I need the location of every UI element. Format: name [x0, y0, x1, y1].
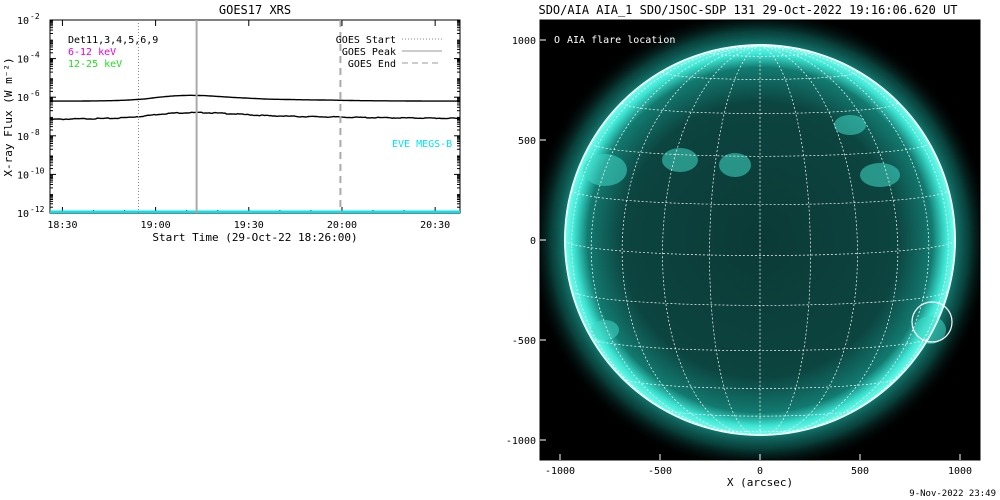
- goes-y-tick-exponent-1: -10: [30, 166, 45, 175]
- goes-y-tick-exponent-5: -2: [30, 12, 40, 21]
- goes-series-group: [50, 94, 460, 213]
- goes-x-tick-label-1: 19:00: [141, 220, 171, 231]
- active-region-3: [719, 153, 751, 177]
- grid-meridian: [759, 45, 811, 436]
- goes-series-long: [50, 94, 460, 102]
- aia-y-tick-label-3: 500: [518, 136, 536, 147]
- goes-y-tick-label-5: 10: [17, 16, 29, 27]
- aia-y-tick-label-4: 1000: [512, 36, 536, 47]
- legend-6-12-kev: 6-12 keV: [68, 47, 116, 58]
- grid-parallel: [591, 337, 929, 352]
- aia-panel: SDO/AIA AIA_1 SDO/JSOC-SDP 131 29-Oct-20…: [506, 3, 981, 489]
- aia-legend-symbol: O: [554, 35, 560, 46]
- goes-x-tick-label-2: 19:30: [234, 220, 264, 231]
- aia-y-tick-label-0: -1000: [506, 436, 536, 447]
- heliographic-grid: [564, 44, 956, 436]
- aia-y-tick-label-2: 0: [530, 236, 536, 247]
- active-region-4: [860, 163, 900, 187]
- flare-marker-group: [911, 301, 953, 343]
- grid-parallel: [571, 290, 949, 306]
- goes-title: GOES17 XRS: [219, 3, 291, 17]
- footer-timestamp: 9-Nov-2022 23:49: [909, 489, 996, 499]
- goes-series-short: [50, 111, 460, 121]
- goes-y-tick-label-1: 10: [17, 170, 29, 181]
- aia-y-tick-label-1: -500: [512, 336, 536, 347]
- legend-detectors: Det11,3,4,5,6,9: [68, 35, 158, 46]
- goes-y-tick-exponent-3: -6: [30, 89, 40, 98]
- eve-megs-b-label: EVE MEGS-B: [392, 139, 452, 150]
- active-region-5: [834, 115, 866, 135]
- grid-parallel: [564, 239, 956, 256]
- goes-y-axis-label: X-ray Flux (W m⁻²): [2, 57, 15, 176]
- goes-x-tick-label-0: 18:30: [47, 220, 77, 231]
- goes-markers-group: [138, 20, 342, 213]
- goes-y-tick-label-3: 10: [17, 93, 29, 104]
- active-region-6: [591, 320, 619, 340]
- legend-goes-peak: GOES Peak: [342, 47, 396, 58]
- grid-parallel: [590, 142, 930, 157]
- grid-parallel: [663, 409, 857, 417]
- goes-x-tick-label-4: 20:30: [420, 220, 450, 231]
- goes-x-tick-label-3: 20:00: [327, 220, 357, 231]
- aia-x-axis: -1000 -500 0 500 1000: [545, 454, 972, 477]
- aia-x-tick-label-4: 1000: [948, 466, 972, 477]
- goes-y-tick-label-4: 10: [17, 55, 29, 66]
- grid-parallel: [711, 428, 809, 433]
- aia-legend-label: AIA flare location: [567, 35, 675, 46]
- active-regions: [583, 115, 946, 344]
- aia-x-tick-label-2: 0: [757, 466, 763, 477]
- flare-location-circle: [911, 301, 953, 343]
- aia-x-tick-label-3: 500: [851, 466, 869, 477]
- aia-x-tick-label-1: -500: [648, 466, 672, 477]
- goes-y-tick-label-2: 10: [17, 132, 29, 143]
- goes-y-tick-label-0: 10: [17, 209, 29, 220]
- grid-parallel: [571, 189, 949, 206]
- goes-y-tick-exponent-4: -4: [30, 51, 40, 60]
- aia-x-axis-label: X (arcsec): [727, 476, 793, 489]
- grid-parallel: [622, 378, 898, 389]
- legend-12-25-kev: 12-25 keV: [68, 59, 122, 70]
- goes-y-tick-exponent-2: -8: [30, 128, 40, 137]
- sun-disk: [564, 44, 956, 436]
- grid-meridian: [759, 45, 949, 427]
- goes-y-tick-exponent-0: -12: [30, 205, 45, 214]
- goes-x-axis-label: Start Time (29-Oct-22 18:26:00): [152, 231, 357, 244]
- limb-circle: [564, 44, 956, 436]
- grid-meridian: [709, 45, 761, 436]
- active-region-2: [662, 148, 698, 172]
- aia-title: SDO/AIA AIA_1 SDO/JSOC-SDP 131 29-Oct-20…: [538, 3, 957, 17]
- aia-x-tick-label-0: -1000: [545, 466, 575, 477]
- legend-goes-start: GOES Start: [336, 35, 396, 46]
- legend-goes-end: GOES End: [348, 59, 396, 70]
- active-region-7: [914, 316, 946, 344]
- aia-y-axis: -1000 -500 0 500 1000: [506, 36, 546, 447]
